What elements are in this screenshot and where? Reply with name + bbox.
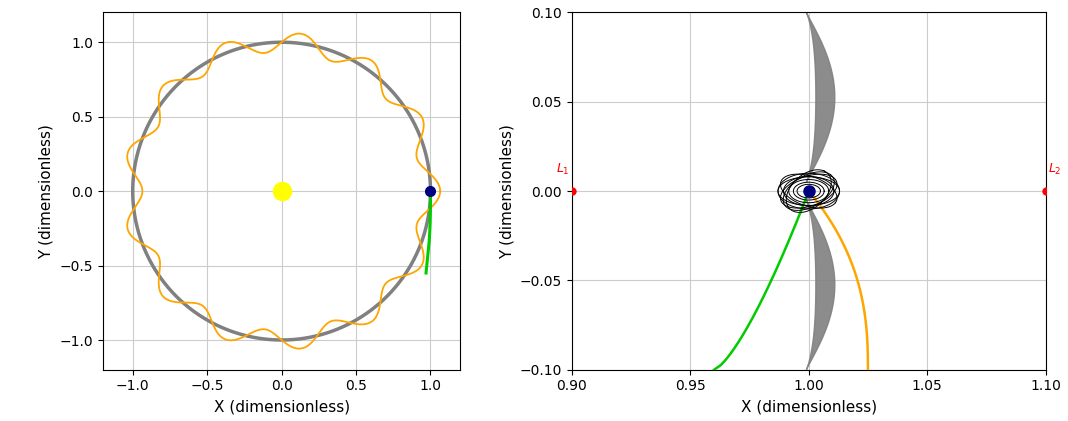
Polygon shape bbox=[806, 13, 835, 182]
Polygon shape bbox=[806, 200, 835, 370]
Y-axis label: Y (dimensionless): Y (dimensionless) bbox=[40, 124, 54, 258]
Y-axis label: Y (dimensionless): Y (dimensionless) bbox=[500, 124, 515, 258]
X-axis label: X (dimensionless): X (dimensionless) bbox=[214, 399, 349, 414]
X-axis label: X (dimensionless): X (dimensionless) bbox=[741, 399, 877, 414]
Text: $L_1$: $L_1$ bbox=[555, 162, 569, 177]
Text: $L_2$: $L_2$ bbox=[1048, 162, 1062, 177]
